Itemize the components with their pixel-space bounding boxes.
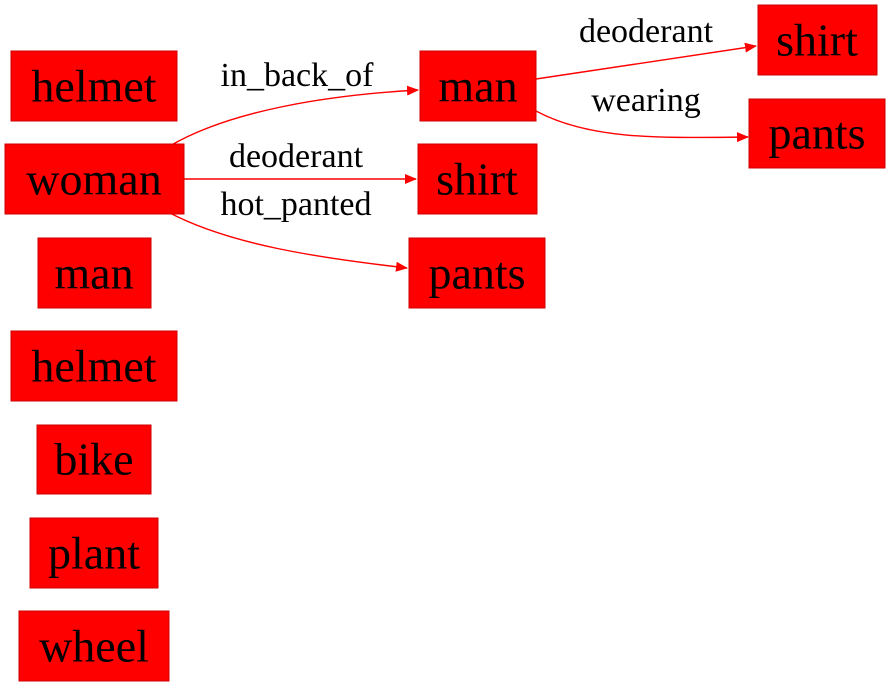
node-helmet-2: helmet xyxy=(10,330,178,402)
svg-text:wheel: wheel xyxy=(39,621,149,672)
svg-text:man: man xyxy=(54,248,133,299)
edge-woman-man: in_back_of xyxy=(167,57,419,148)
node-wheel: wheel xyxy=(18,610,170,682)
node-shirt-1: shirt xyxy=(417,143,538,215)
node-plant: plant xyxy=(29,517,159,589)
edge-woman-pants: hot_panted xyxy=(167,186,408,272)
svg-text:helmet: helmet xyxy=(31,61,156,112)
node-man-2: man xyxy=(419,50,537,122)
edge-man-shirt: deoderant xyxy=(535,13,757,80)
edge-label-in-back-of: in_back_of xyxy=(221,57,375,94)
svg-text:bike: bike xyxy=(54,434,133,485)
node-man-1: man xyxy=(37,237,152,309)
svg-text:plant: plant xyxy=(48,528,140,579)
edge-label-wearing: wearing xyxy=(591,82,701,119)
node-woman: woman xyxy=(4,143,185,215)
svg-text:shirt: shirt xyxy=(776,15,858,66)
edge-woman-shirt: deoderant xyxy=(184,138,417,184)
svg-text:shirt: shirt xyxy=(436,154,518,205)
svg-text:helmet: helmet xyxy=(31,341,156,392)
node-shirt-2: shirt xyxy=(757,4,878,76)
svg-text:pants: pants xyxy=(768,108,865,159)
svg-text:man: man xyxy=(438,61,517,112)
svg-text:pants: pants xyxy=(428,248,525,299)
node-pants-1: pants xyxy=(408,237,546,309)
node-bike: bike xyxy=(36,424,152,495)
node-pants-2: pants xyxy=(748,98,886,169)
edge-label-hot-panted: hot_panted xyxy=(220,186,371,223)
edge-label-deoderant-man: deoderant xyxy=(579,13,714,50)
edge-label-deoderant-woman: deoderant xyxy=(229,138,364,175)
edge-man-pants: wearing xyxy=(535,82,749,143)
node-helmet-1: helmet xyxy=(10,50,178,122)
svg-text:woman: woman xyxy=(26,154,161,205)
